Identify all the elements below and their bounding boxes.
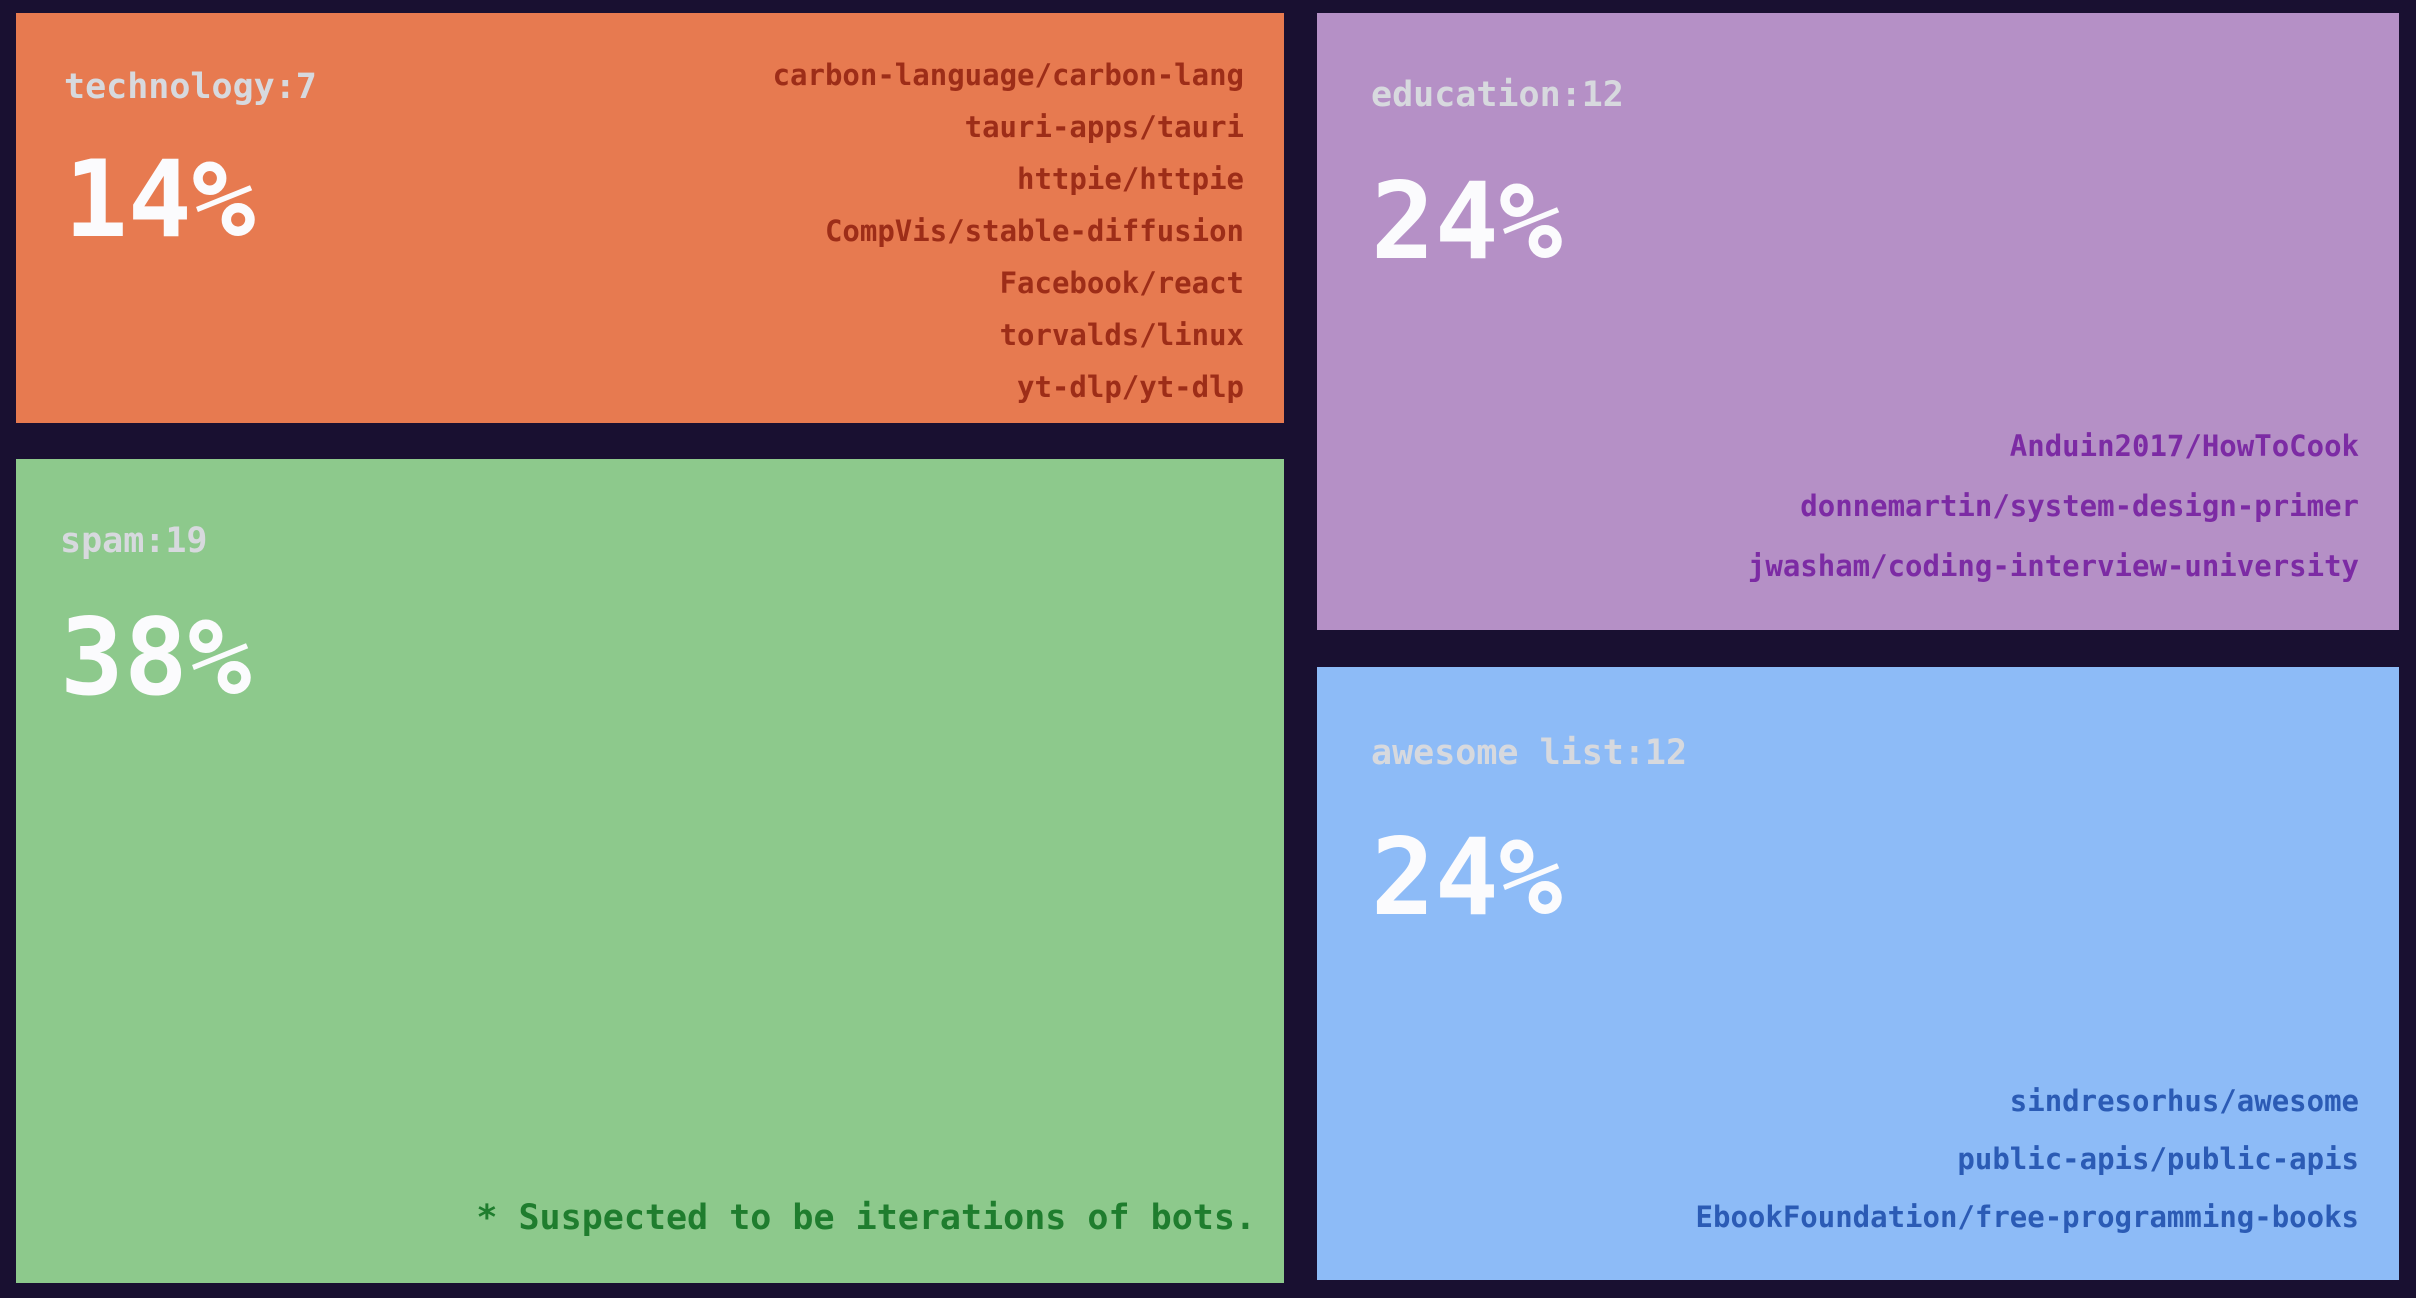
repo-item: Facebook/react xyxy=(999,266,1244,300)
repo-item: carbon-language/carbon-lang xyxy=(772,58,1244,92)
repo-item: EbookFoundation/free-programming-books xyxy=(1695,1200,2359,1234)
repo-list: sindresorhus/awesome public-apis/public-a… xyxy=(1696,1072,2359,1246)
repo-item: httpie/httpie xyxy=(1017,162,1244,196)
repo-item: Anduin2017/HowToCook xyxy=(2009,429,2359,463)
category-label: awesome list:12 xyxy=(1371,733,1688,773)
treemap-cell-awesome-list: awesome list:12 24% sindresorhus/awesome… xyxy=(1317,667,2399,1280)
category-label: education:12 xyxy=(1371,75,1624,115)
footnote: * Suspected to be iterations of bots. xyxy=(476,1198,1256,1239)
percent-value: 24% xyxy=(1371,160,1563,283)
repo-item: CompVis/stable-diffusion xyxy=(824,214,1244,248)
percent-value: 38% xyxy=(60,596,252,719)
category-label: technology:7 xyxy=(64,67,317,107)
repo-item: tauri-apps/tauri xyxy=(964,110,1244,144)
repo-list: carbon-language/carbon-lang tauri-apps/ta… xyxy=(773,49,1244,413)
repo-list: Anduin2017/HowToCook donnemartin/system-d… xyxy=(1748,416,2359,596)
treemap-cell-technology: technology:7 14% carbon-language/carbon-… xyxy=(16,13,1284,423)
repo-item: torvalds/linux xyxy=(999,318,1244,352)
repo-item: jwasham/coding-interview-university xyxy=(1747,549,2359,583)
repo-item: yt-dlp/yt-dlp xyxy=(1017,370,1244,404)
category-label: spam:19 xyxy=(60,521,208,561)
repo-item: donnemartin/system-design-primer xyxy=(1800,489,2359,523)
treemap-cell-education: education:12 24% Anduin2017/HowToCook don… xyxy=(1317,13,2399,630)
repo-item: public-apis/public-apis xyxy=(1957,1142,2359,1176)
repo-item: sindresorhus/awesome xyxy=(2009,1084,2359,1118)
treemap-cell-spam: spam:19 38% * Suspected to be iterations… xyxy=(16,459,1284,1283)
percent-value: 24% xyxy=(1371,816,1563,939)
percent-value: 14% xyxy=(64,138,256,261)
